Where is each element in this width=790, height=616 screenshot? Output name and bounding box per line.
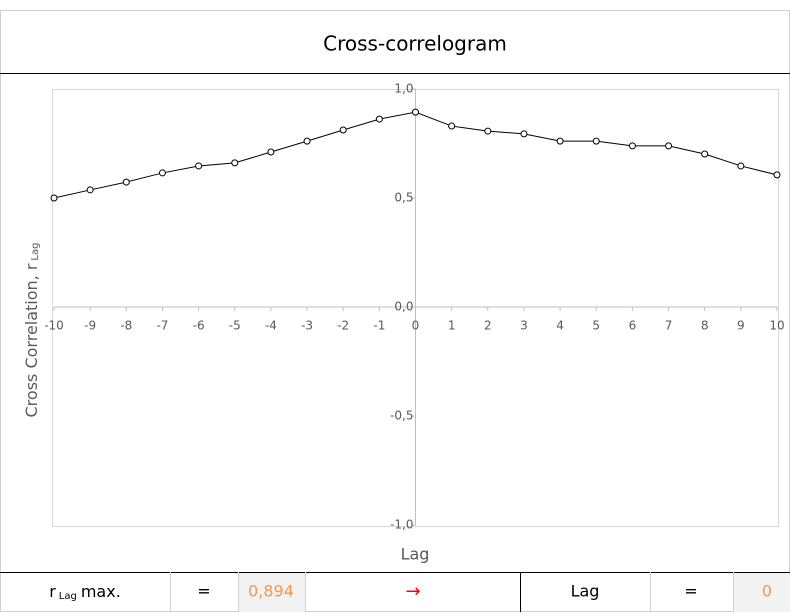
data-point xyxy=(267,148,275,156)
x-axis-label: Lag xyxy=(401,545,430,564)
data-point xyxy=(665,142,673,150)
chart-title: Cross-correlogram xyxy=(323,32,507,56)
y-axis-label: Cross Correlation, r Lag xyxy=(22,243,42,418)
data-point xyxy=(50,194,58,202)
data-point xyxy=(737,162,745,170)
y-tick-label: 0,5 xyxy=(394,191,413,205)
data-point xyxy=(86,186,94,194)
data-point xyxy=(195,162,203,170)
x-tick-label: -4 xyxy=(265,319,277,333)
data-point xyxy=(412,108,419,116)
x-tick-label: -5 xyxy=(229,319,241,333)
y-tick-label: -0,5 xyxy=(390,409,413,423)
data-point xyxy=(701,150,709,158)
x-tick-label: -8 xyxy=(120,319,132,333)
data-point xyxy=(231,159,239,167)
cell-bg xyxy=(238,572,305,612)
x-tick-label: 2 xyxy=(484,319,492,333)
rmax-value: 0,894 xyxy=(248,582,294,601)
data-point xyxy=(339,126,347,134)
x-tick-label: -7 xyxy=(156,319,168,333)
y-axis-label-sub: Lag xyxy=(30,243,41,261)
x-tick-label: 10 xyxy=(769,319,784,333)
equals: = xyxy=(684,582,697,601)
x-tick-label: 6 xyxy=(629,319,637,333)
cell-bg xyxy=(733,572,790,612)
x-tick-label: -9 xyxy=(84,319,96,333)
data-point xyxy=(628,142,636,150)
x-tick-label: 3 xyxy=(520,319,528,333)
data-point xyxy=(448,122,456,130)
summary-row: r Lag max. = 0,894 → Lag = 0 xyxy=(0,572,790,612)
data-point xyxy=(158,169,166,177)
data-point xyxy=(484,127,492,135)
r-sub: Lag xyxy=(59,591,77,602)
data-point xyxy=(773,171,781,179)
y-tick-label: 1,0 xyxy=(394,82,413,96)
x-tick-label: 0 xyxy=(412,319,420,333)
x-tick-label: 8 xyxy=(701,319,709,333)
frame xyxy=(0,10,790,612)
data-point xyxy=(592,137,600,145)
r: r xyxy=(49,582,56,601)
x-tick-label: -6 xyxy=(193,319,205,333)
x-tick-label: 5 xyxy=(592,319,600,333)
y-tick-label: 0,0 xyxy=(394,300,413,314)
data-point xyxy=(375,115,383,123)
x-tick-label: -10 xyxy=(44,319,64,333)
x-tick-label: -1 xyxy=(373,319,385,333)
r-suffix: max. xyxy=(81,582,121,601)
rmax-label: r Lag max. xyxy=(49,582,121,603)
plot: 1,00,50,0-0,5-1,0-10 -9 -8 -7 -6 -5 -4 -3 -2 -1 0 1… xyxy=(44,82,784,532)
equals: = xyxy=(197,582,210,601)
lag-value: 0 xyxy=(762,582,772,601)
data-point xyxy=(520,130,528,138)
x-tick-label: -3 xyxy=(301,319,313,333)
x-tick-label: 1 xyxy=(448,319,456,333)
data-point xyxy=(303,137,311,145)
x-tick-label: 9 xyxy=(737,319,745,333)
x-tick-label: 7 xyxy=(665,319,673,333)
lag-label: Lag xyxy=(571,582,600,601)
arrow: → xyxy=(405,581,420,602)
x-tick-label: 4 xyxy=(556,319,564,333)
x-tick-label: -2 xyxy=(337,319,349,333)
y-axis-label-main: Cross Correlation, r xyxy=(22,263,41,417)
y-tick-label: -1,0 xyxy=(390,518,413,532)
data-point xyxy=(556,137,564,145)
data-point xyxy=(122,178,130,186)
